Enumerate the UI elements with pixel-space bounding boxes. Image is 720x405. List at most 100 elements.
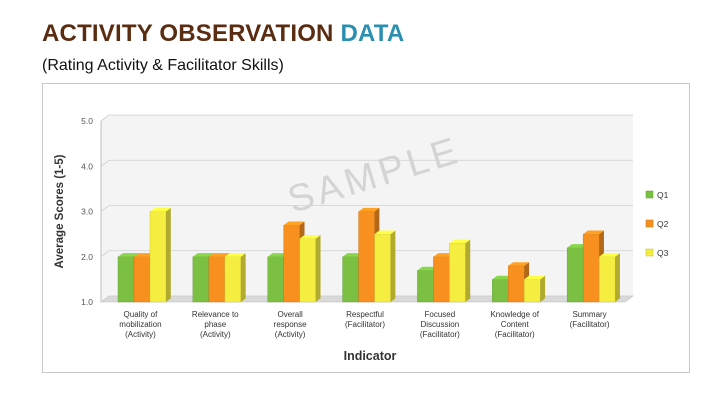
y-tick-label: 1.0 (81, 297, 93, 307)
bar-top (134, 253, 155, 257)
x-tick-label-line: (Facilitator) (495, 330, 535, 339)
bar-front (133, 256, 151, 303)
bar-front (358, 211, 375, 303)
bar-front (208, 256, 226, 303)
bar-front (267, 256, 284, 303)
bar-q3-5 (449, 239, 471, 303)
x-tick-label-line: (Activity) (200, 330, 231, 339)
x-tick-label-line: Focused (425, 310, 456, 319)
y-tick-label: 4.0 (81, 161, 93, 171)
bar-front (566, 247, 584, 303)
gridline (100, 205, 633, 212)
x-tick-label: Focused Discussion (Facilitator) (420, 310, 460, 339)
bar-top (433, 253, 455, 257)
bar-front (342, 256, 359, 303)
bar-top (283, 221, 305, 226)
bar-top (224, 253, 246, 257)
y-axis-title: Average Scores (1-5) (54, 154, 66, 268)
bar-front (417, 270, 434, 303)
legend-swatch-q3 (645, 248, 654, 257)
bar-top (192, 253, 214, 257)
y-tick-label: 3.0 (81, 207, 93, 217)
x-tick-label-line: (Activity) (275, 330, 306, 339)
bar-q3-1 (149, 207, 171, 303)
x-tick-label: Relevance to phase (Activity) (192, 310, 239, 339)
x-tick-label: Summary (Facilitator) (570, 310, 610, 329)
y-tick-label: 5.0 (81, 116, 93, 126)
x-tick-label-line: Content (501, 320, 530, 329)
x-tick-label: Respectful (Facilitator) (345, 310, 385, 329)
bar-q3-4 (374, 230, 396, 303)
bar-front (117, 256, 135, 303)
bar-front (598, 256, 616, 303)
x-tick-label-line: Knowledge of (490, 310, 539, 319)
bar-front (374, 233, 391, 303)
chart-frame: 1.0 2.0 3.0 4.0 5.0 Average Scores (1-5) SAMPL… (42, 83, 690, 373)
bar-front (192, 256, 210, 303)
bar-top (449, 239, 471, 244)
x-tick-label-line: phase (204, 320, 226, 329)
x-tick-label: Quality of mobilization (Activity) (119, 310, 161, 339)
x-tick-label-line: (Facilitator) (345, 320, 385, 329)
bar-side (240, 253, 246, 302)
gridline (100, 159, 633, 167)
legend-label-q3: Q3 (657, 248, 669, 258)
x-tick-label-line: Overall (277, 310, 303, 319)
x-tick-label-line: (Facilitator) (420, 330, 460, 339)
bar-q3-6 (524, 275, 546, 303)
legend-swatch-q1 (645, 190, 654, 199)
bar-top (358, 207, 380, 212)
x-tick-label-line: mobilization (119, 320, 161, 329)
bar-q3-7 (598, 253, 620, 303)
bar-front (449, 242, 466, 303)
bar-top (374, 230, 396, 235)
x-tick-label-line: response (274, 320, 307, 329)
bar-front (224, 256, 242, 303)
bar-top (524, 275, 546, 280)
x-tick-label-line: Quality of (124, 310, 159, 319)
x-tick-label-line: Summary (572, 310, 606, 319)
bar-front (299, 238, 316, 303)
x-tick-label-line: (Activity) (125, 330, 156, 339)
bar-side (540, 275, 546, 302)
bar-front (524, 279, 541, 303)
x-axis-title: Indicator (344, 349, 397, 363)
bar-top (492, 275, 514, 280)
bar-q3-3 (299, 235, 321, 303)
bar-top (417, 266, 439, 271)
x-tick-label-line: (Facilitator) (570, 320, 610, 329)
bar-side (390, 230, 396, 302)
bar-front (283, 224, 300, 303)
bar-top (599, 253, 620, 257)
slide-title-accent: DATA (340, 20, 405, 47)
bar-front (433, 256, 450, 303)
slide-subtitle: (Rating Activity & Facilitator Skills) (42, 57, 284, 74)
bar-top (118, 253, 139, 257)
bar-front (149, 211, 167, 303)
slide-title: ACTIVITY OBSERVATION DATA (42, 20, 404, 48)
bar-front (508, 265, 525, 303)
y-tick-label: 2.0 (81, 252, 93, 262)
bar-side (615, 253, 620, 302)
legend-label-q1: Q1 (657, 190, 669, 200)
bar-top (342, 253, 364, 257)
bar-front (492, 279, 509, 303)
x-tick-label: Knowledge of Content (Facilitator) (490, 310, 539, 339)
bar-side (166, 207, 171, 302)
bar-top (267, 253, 289, 257)
bar-side (315, 235, 321, 302)
bar-top (208, 253, 230, 257)
bar-top (150, 207, 171, 212)
x-tick-label-line: Discussion (421, 320, 460, 329)
x-tick-label-line: Relevance to (192, 310, 239, 319)
legend-swatch-q2 (645, 219, 654, 228)
bar-top (583, 230, 604, 235)
bar-side (465, 239, 471, 302)
bar-top (299, 235, 321, 239)
legend-label-q2: Q2 (657, 219, 669, 229)
x-tick-label-line: Respectful (346, 310, 384, 319)
x-tick-label: Overall response (Activity) (274, 310, 307, 339)
bar-q3-2 (224, 253, 246, 303)
bar-front (582, 233, 600, 303)
